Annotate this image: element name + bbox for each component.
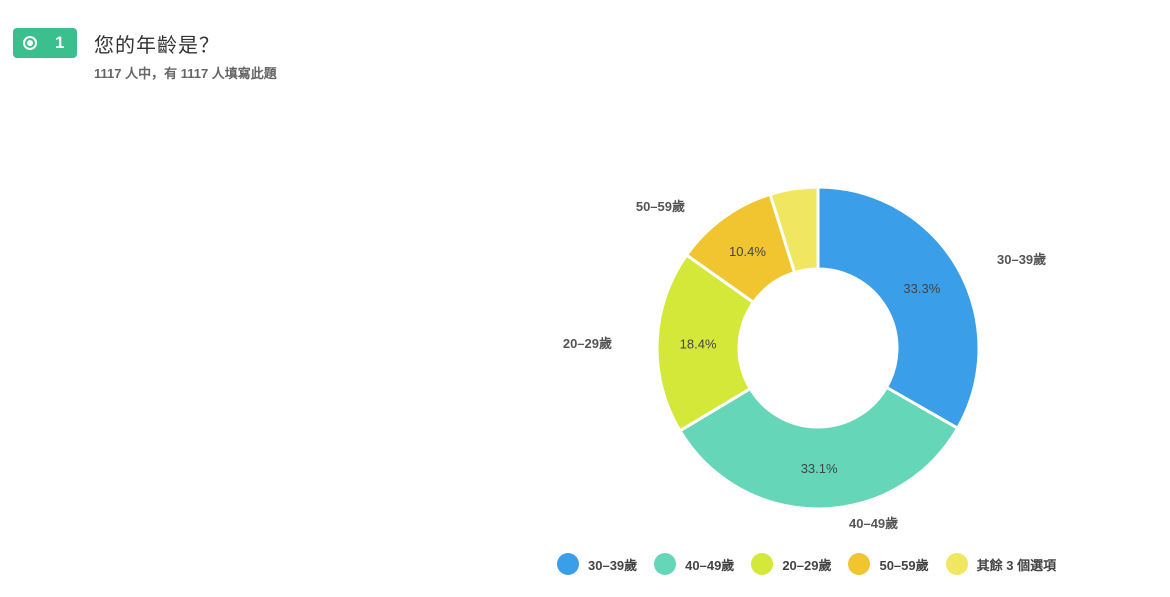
legend-item[interactable]: 20–29歲: [751, 553, 831, 575]
slice-category-label: 30–39歲: [997, 252, 1046, 267]
radio-icon: [23, 36, 37, 50]
slice-category-label: 50–59歲: [636, 199, 685, 214]
question-title: 您的年齡是？: [94, 35, 220, 57]
legend-label: 50–59歲: [879, 557, 929, 573]
legend-label: 40–49歲: [685, 557, 735, 573]
legend-label: 20–29歲: [782, 557, 832, 573]
legend-swatch-icon: [945, 553, 968, 575]
pie-slice[interactable]: [816, 185, 981, 430]
legend-label: 其餘 3 個選項: [976, 557, 1057, 573]
slice-category-label: 20–29歲: [563, 336, 612, 351]
legend-swatch-icon: [654, 553, 677, 575]
legend-item[interactable]: 30–39歲: [557, 553, 637, 575]
question-badge: 1: [13, 28, 77, 58]
slice-value-label: 33.1%: [801, 461, 838, 476]
chart-legend: 30–39歲 40–49歲 20–29歲 50–59歲 其餘 3 個選項: [557, 553, 1073, 575]
legend-item[interactable]: 40–49歲: [654, 553, 734, 575]
legend-label: 30–39歲: [588, 557, 638, 573]
pie-slice[interactable]: [678, 385, 960, 511]
slice-value-label: 33.3%: [903, 281, 940, 296]
question-number: 1: [55, 33, 65, 52]
pie-slice[interactable]: [768, 185, 820, 275]
response-count: 1117 人中，有 1117 人填寫此題: [94, 66, 277, 81]
slice-value-label: 18.4%: [680, 336, 717, 351]
legend-swatch-icon: [557, 553, 579, 575]
pie-slice[interactable]: [655, 253, 756, 433]
legend-swatch-icon: [751, 553, 774, 575]
legend-item[interactable]: 50–59歲: [848, 553, 929, 575]
legend-item[interactable]: 其餘 3 個選項: [945, 553, 1057, 575]
slice-value-label: 10.4%: [729, 244, 766, 259]
legend-swatch-icon: [848, 553, 871, 575]
slice-category-label: 40–49歲: [849, 516, 898, 531]
